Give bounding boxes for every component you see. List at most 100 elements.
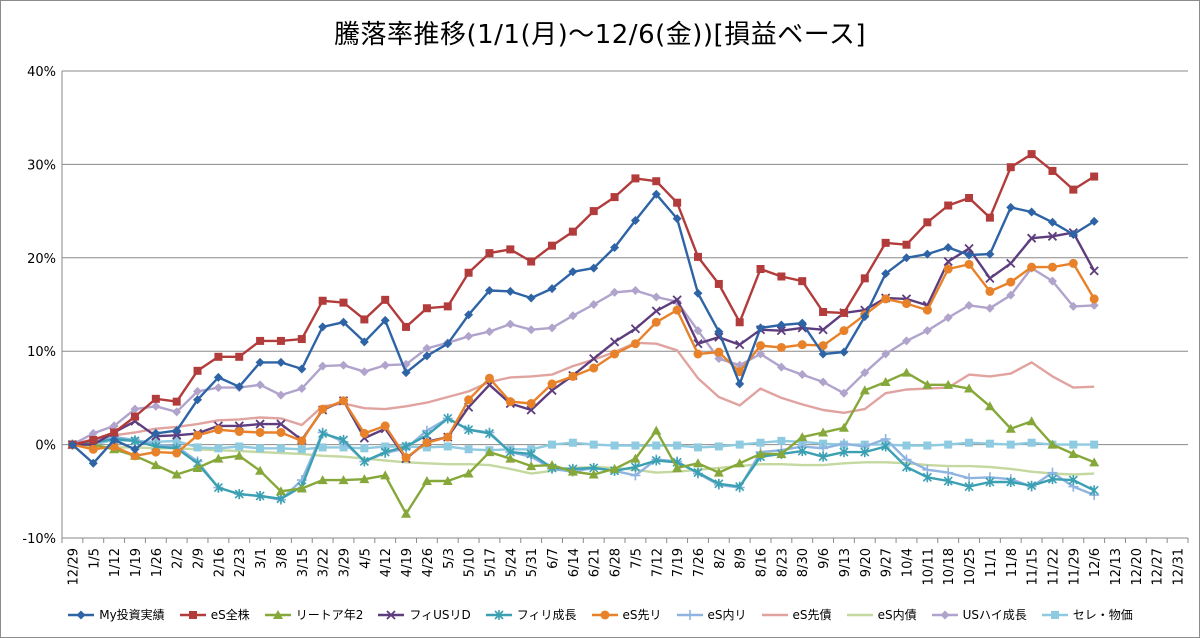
series-1 (68, 150, 1099, 449)
data-point (421, 476, 432, 486)
data-point (151, 394, 160, 403)
data-point (589, 263, 599, 273)
data-point (526, 461, 537, 471)
data-point (651, 292, 661, 302)
data-point (272, 609, 283, 619)
data-point (881, 441, 891, 452)
data-point (734, 458, 745, 468)
x-tick-label: 2/16 (212, 548, 227, 577)
data-point (943, 256, 953, 267)
data-point (985, 213, 994, 222)
series-3 (67, 227, 1099, 464)
data-point (255, 427, 265, 437)
data-point (776, 448, 787, 458)
x-tick-label: 6/21 (588, 548, 603, 577)
data-point (1089, 300, 1099, 310)
y-tick-label: 20% (27, 252, 56, 267)
data-point (234, 382, 244, 392)
legend-swatch (761, 613, 788, 616)
x-tick-label: 8/30 (796, 548, 811, 577)
data-point (672, 295, 682, 305)
data-point (548, 440, 557, 449)
data-point (526, 448, 536, 459)
data-point (609, 463, 620, 473)
data-point (881, 349, 891, 359)
data-point (714, 279, 723, 288)
data-point (547, 460, 558, 470)
data-point (964, 250, 974, 260)
data-point (943, 313, 953, 323)
data-point (568, 227, 577, 236)
data-point (714, 442, 723, 451)
x-tick-label: 1/26 (150, 548, 165, 577)
legend-item: リートア年2 (264, 606, 363, 623)
data-point (818, 349, 828, 359)
data-point (360, 444, 369, 453)
data-point (610, 243, 620, 253)
data-point (776, 320, 786, 330)
x-tick-label: 11/29 (1067, 548, 1082, 585)
data-point (296, 483, 307, 493)
data-point (235, 442, 244, 451)
data-point (151, 428, 161, 438)
data-point (985, 286, 995, 296)
data-point (318, 404, 328, 414)
data-point (464, 268, 473, 277)
data-point (902, 336, 911, 346)
data-point (172, 430, 182, 440)
x-tick-label: 4/26 (421, 548, 436, 577)
data-point (902, 240, 911, 249)
data-point (881, 238, 890, 247)
data-point (1047, 474, 1058, 485)
x-tick-label: 9/20 (859, 548, 874, 577)
data-point (756, 323, 766, 333)
x-tick-label: 5/3 (442, 548, 457, 569)
data-point (443, 442, 452, 451)
data-point (214, 352, 223, 361)
data-point (505, 453, 516, 463)
data-point (275, 486, 286, 496)
data-point (422, 343, 432, 353)
data-point (464, 445, 473, 454)
x-tick-label: 12/27 (1151, 548, 1166, 585)
x-tick-label: 8/23 (775, 548, 790, 577)
x-tick-label: 10/4 (901, 548, 916, 577)
data-point (600, 610, 610, 619)
data-point (880, 377, 891, 387)
data-point (76, 610, 86, 619)
data-point (464, 310, 474, 320)
data-point (630, 324, 641, 334)
x-tick-label: 1/19 (129, 548, 144, 577)
data-point (818, 325, 828, 335)
data-point (714, 354, 724, 364)
legend-item: フィリ成長 (485, 606, 577, 623)
data-point (756, 349, 766, 359)
series-line (72, 262, 1096, 459)
data-point (359, 456, 369, 467)
legend-label: eS先債 (792, 608, 832, 622)
data-point (484, 447, 495, 457)
data-point (359, 337, 369, 347)
x-tick-label: 4/19 (400, 548, 415, 577)
data-point (130, 451, 140, 461)
legend-item: eS先リ (591, 606, 662, 623)
data-point (1006, 440, 1015, 449)
data-point (797, 446, 807, 457)
data-point (213, 372, 223, 382)
data-point (776, 326, 787, 336)
data-point (380, 470, 391, 480)
x-tick-label: 4/12 (379, 548, 394, 577)
data-point (339, 298, 348, 307)
x-tick-label: 1/5 (87, 548, 102, 569)
x-tick-label: 5/17 (483, 548, 498, 577)
data-point (1068, 301, 1078, 311)
data-point (684, 609, 695, 620)
legend-label: USハイ成長 (962, 608, 1027, 622)
legend-swatch (846, 613, 873, 616)
data-point (1047, 439, 1058, 449)
data-point (213, 453, 224, 463)
x-tick-label: 6/28 (609, 548, 624, 577)
data-point (130, 444, 140, 454)
x-tick-label: 10/11 (921, 548, 936, 585)
data-point (505, 319, 515, 329)
